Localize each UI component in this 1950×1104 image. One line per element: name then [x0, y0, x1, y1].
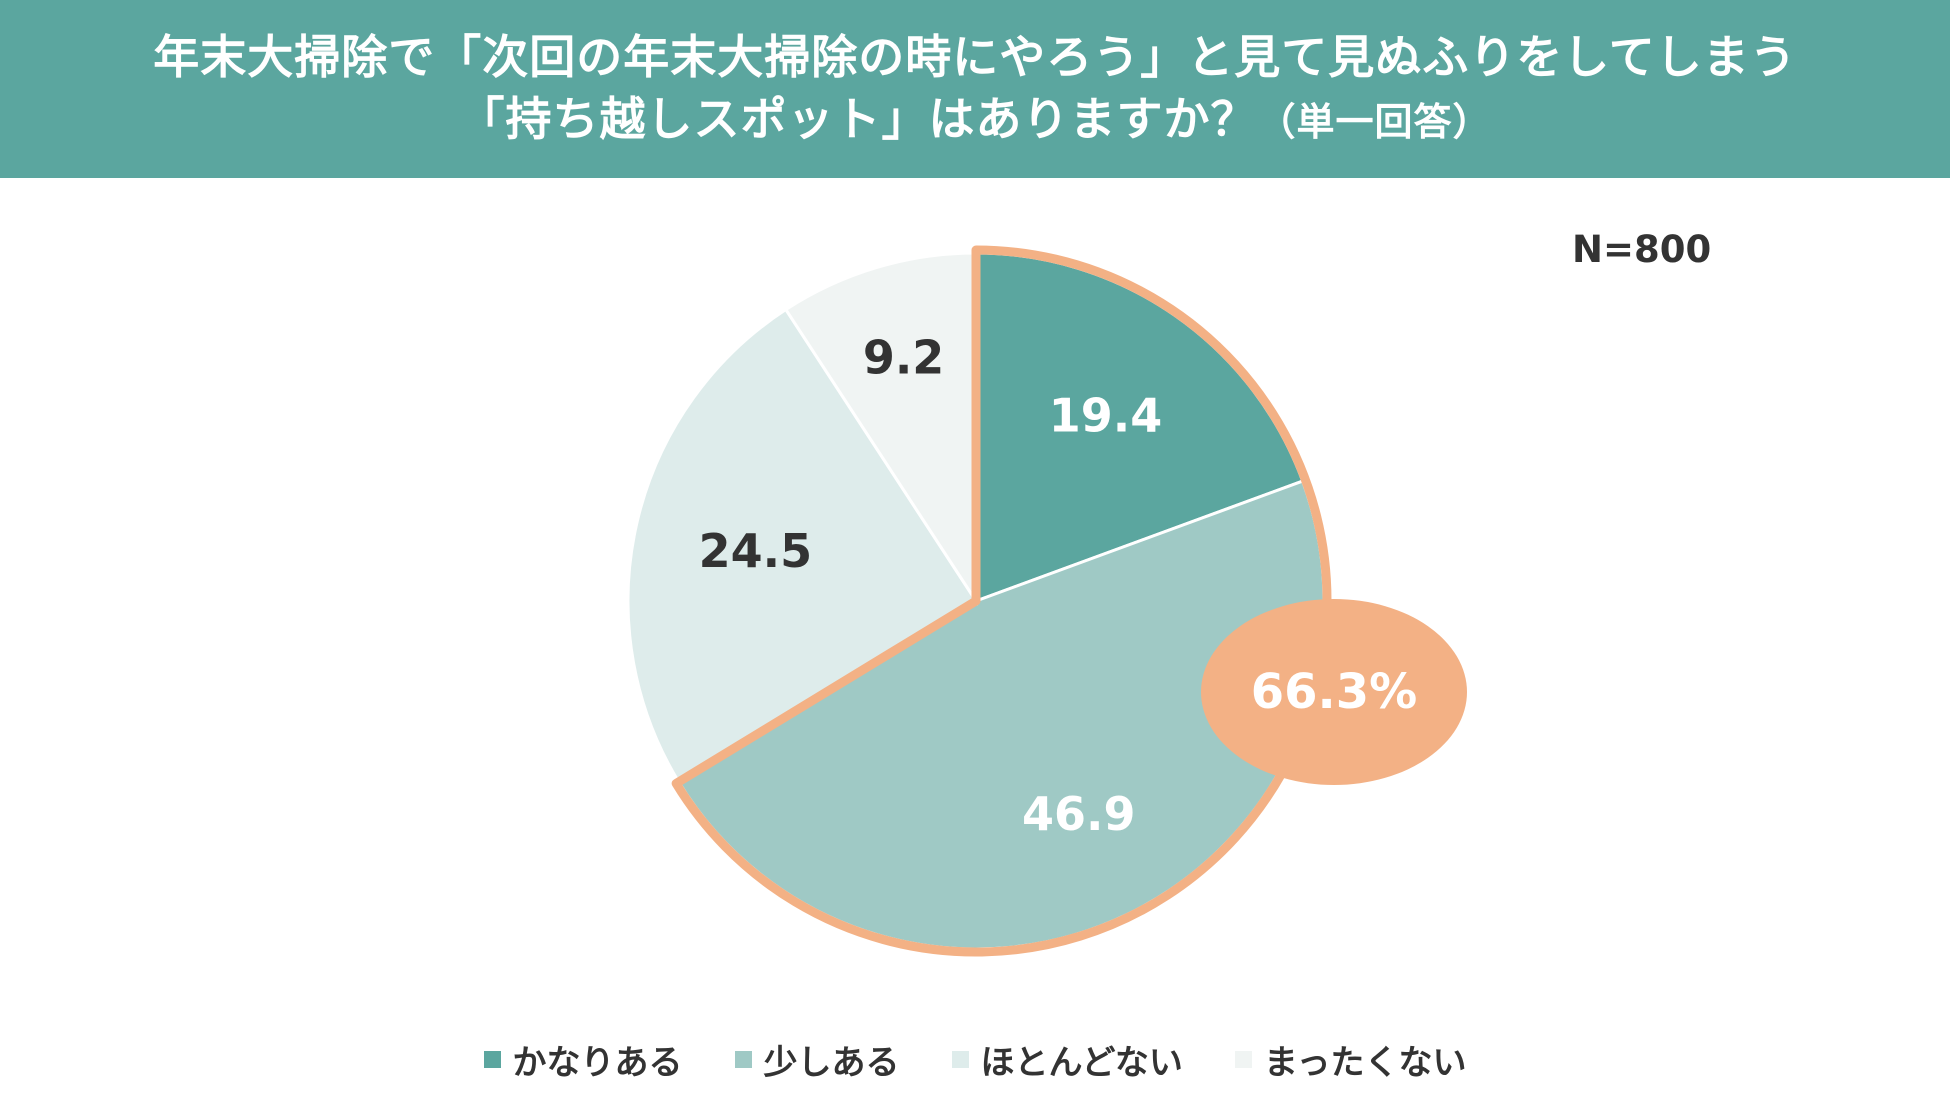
legend-label: まったくない: [1263, 1042, 1467, 1083]
sample-size-label: N=800: [1572, 228, 1712, 271]
legend-label: 少しある: [763, 1042, 900, 1083]
chart-title-question: 「持ち越しスポット」はありますか？: [458, 91, 1258, 146]
legend-item-slice-3: ほとんどない: [951, 1035, 1183, 1084]
legend-swatch: [951, 1050, 969, 1068]
legend-label: かなりある: [512, 1042, 683, 1083]
legend-item-slice-1: かなりある: [483, 1035, 683, 1084]
pie-slice-3: [626, 307, 979, 784]
chart-title-line-2: 「持ち越しスポット」はありますか？（単一回答）: [458, 88, 1491, 153]
data-label-slice-1: 19.4: [1049, 389, 1163, 443]
legend-swatch: [483, 1050, 501, 1068]
chart-title-answer-type: （単一回答）: [1257, 99, 1492, 144]
chart-legend: かなりある 少しある ほとんどない まったくない: [0, 1034, 1950, 1084]
pie-slice-4: [783, 251, 978, 607]
data-label-slice-4: 9.2: [863, 330, 945, 384]
legend-label: ほとんどない: [980, 1042, 1183, 1083]
legend-swatch: [734, 1050, 752, 1068]
callout-ellipse: [1201, 599, 1467, 785]
chart-title-line-1: 年末大掃除で「次回の年末大掃除の時にやろう」と見て見ぬふりをしてしまう: [153, 29, 1797, 84]
legend-swatch: [1234, 1050, 1252, 1068]
legend-item-slice-4: まったくない: [1234, 1035, 1467, 1084]
total-callout: 66.3%: [1201, 599, 1467, 785]
data-label-slice-2: 46.9: [1022, 787, 1136, 841]
data-label-slice-3: 24.5: [699, 524, 813, 578]
chart-title-banner: 年末大掃除で「次回の年末大掃除の時にやろう」と見て見ぬふりをしてしまう 「持ち越…: [0, 0, 1950, 178]
callout-label: 66.3%: [1251, 664, 1418, 720]
legend-item-slice-2: 少しある: [734, 1035, 900, 1084]
